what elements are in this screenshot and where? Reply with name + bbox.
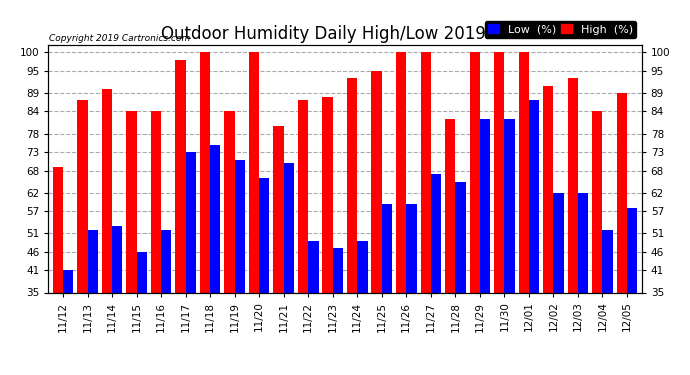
Bar: [553, 193, 564, 292]
Bar: [578, 193, 589, 292]
Bar: [504, 119, 515, 292]
Bar: [568, 78, 578, 292]
Bar: [382, 204, 392, 292]
Bar: [52, 167, 63, 292]
Bar: [63, 270, 73, 292]
Bar: [627, 207, 638, 292]
Bar: [112, 226, 122, 292]
Bar: [77, 100, 88, 292]
Title: Outdoor Humidity Daily High/Low 20191206: Outdoor Humidity Daily High/Low 20191206: [161, 26, 529, 44]
Bar: [420, 53, 431, 292]
Bar: [137, 252, 147, 292]
Bar: [200, 53, 210, 292]
Bar: [151, 111, 161, 292]
Bar: [210, 145, 220, 292]
Bar: [224, 111, 235, 292]
Legend: Low  (%), High  (%): Low (%), High (%): [484, 21, 636, 38]
Bar: [175, 60, 186, 292]
Bar: [470, 53, 480, 292]
Bar: [617, 93, 627, 292]
Bar: [284, 163, 294, 292]
Bar: [298, 100, 308, 292]
Bar: [494, 53, 504, 292]
Bar: [235, 159, 245, 292]
Bar: [529, 100, 539, 292]
Bar: [126, 111, 137, 292]
Bar: [347, 78, 357, 292]
Bar: [371, 71, 382, 292]
Bar: [357, 241, 368, 292]
Bar: [161, 230, 171, 292]
Bar: [186, 152, 196, 292]
Bar: [259, 178, 270, 292]
Bar: [602, 230, 613, 292]
Bar: [101, 89, 112, 292]
Bar: [431, 174, 441, 292]
Bar: [455, 182, 466, 292]
Bar: [322, 97, 333, 292]
Bar: [480, 119, 490, 292]
Bar: [543, 86, 553, 292]
Bar: [406, 204, 417, 292]
Text: Copyright 2019 Cartronics.com: Copyright 2019 Cartronics.com: [50, 33, 190, 42]
Bar: [519, 53, 529, 292]
Bar: [396, 53, 406, 292]
Bar: [592, 111, 602, 292]
Bar: [249, 53, 259, 292]
Bar: [333, 248, 343, 292]
Bar: [308, 241, 319, 292]
Bar: [88, 230, 98, 292]
Bar: [273, 126, 284, 292]
Bar: [445, 119, 455, 292]
